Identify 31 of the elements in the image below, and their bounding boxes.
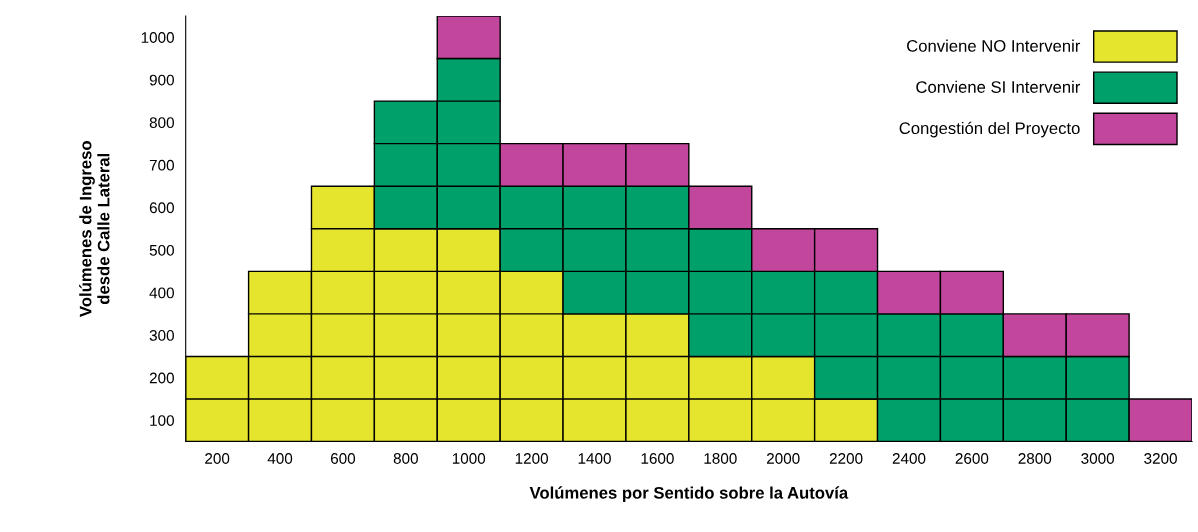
legend-label: Conviene NO Intervenir [907,39,1081,52]
y-tick-label: 900 [149,74,174,86]
x-tick-label: 3000 [1081,453,1115,464]
x-tick-label: 2600 [955,453,989,464]
x-tick-label: 1800 [704,453,737,464]
x-tick-label: 2800 [1018,453,1052,464]
x-tick-label: 400 [267,453,293,464]
y-tick-label: 100 [150,415,174,426]
x-tick-label: 2000 [766,453,800,464]
x-tick-label: 1400 [578,453,611,464]
x-tick-label: 800 [393,453,418,464]
x-axis-title: Volúmenes por Sentido sobre la Autovía [529,486,849,503]
x-tick-label: 1200 [515,453,549,464]
y-tick-label: 1000 [141,32,174,43]
y-tick-label: 800 [149,117,174,129]
x-tick-label: 2400 [892,453,926,464]
x-tick-label: 3200 [1144,453,1177,464]
y-tick-label: 700 [149,159,174,171]
y-tick-label: 200 [149,372,174,384]
y-axis-title: Volúmenes de Ingreso desde Calle Lateral [79,141,110,317]
x-tick-label: 2200 [829,453,863,464]
x-tick-label: 1000 [452,453,486,464]
x-tick-label: 200 [205,453,230,464]
x-tick-label: 1600 [641,453,674,464]
legend-label: Conviene SI Intervenir [916,80,1081,93]
x-tick-label: 600 [330,453,356,464]
y-tick-label: 300 [149,330,174,341]
y-tick-label: 500 [149,244,174,256]
legend-label: Congestión del Proyecto [899,121,1080,138]
y-tick-label: 600 [149,202,174,214]
y-tick-label: 400 [149,287,174,299]
